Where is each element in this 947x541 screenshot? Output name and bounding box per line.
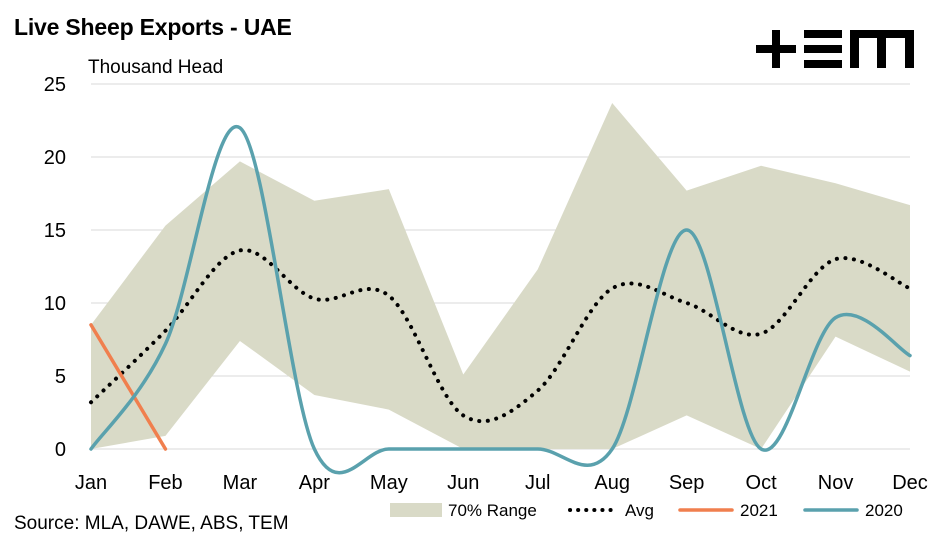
y-tick-label: 5 xyxy=(55,366,66,388)
x-tick-label-feb: Feb xyxy=(148,472,182,494)
x-tick-label-mar: Mar xyxy=(223,472,258,494)
series-layer xyxy=(89,124,912,475)
y-tick-label: 15 xyxy=(44,220,66,242)
chart-title: Live Sheep Exports - UAE xyxy=(14,14,292,40)
y-tick-label: 10 xyxy=(44,293,66,315)
tem-logo-icon xyxy=(756,30,914,68)
y-tick-label: 0 xyxy=(55,439,66,461)
legend-label-2020: 2020 xyxy=(865,501,903,520)
x-tick-label-sep: Sep xyxy=(669,472,705,494)
legend-label-avg: Avg xyxy=(625,501,654,520)
x-tick-label-jul: Jul xyxy=(525,472,551,494)
y-tick-label: 25 xyxy=(44,74,66,96)
axis-labels: 0 5 10 15 20 25 Jan Feb Mar Apr May Jun Jul Aug Sep Oct… xyxy=(44,74,928,494)
x-tick-label-jun: Jun xyxy=(447,472,479,494)
y-tick-label: 20 xyxy=(44,147,66,169)
series-line-2021 xyxy=(89,323,168,451)
series-line-2020 xyxy=(89,124,912,475)
legend-label-70-range: 70% Range xyxy=(448,501,537,520)
x-tick-label-may: May xyxy=(370,472,408,494)
range-band xyxy=(91,102,910,449)
x-tick-label-jan: Jan xyxy=(75,472,107,494)
legend: 70% Range Avg 2021 2020 xyxy=(390,501,903,520)
series-line-avg xyxy=(89,248,912,424)
x-tick-label-nov: Nov xyxy=(818,472,854,494)
legend-swatch-70-range xyxy=(390,503,442,517)
x-tick-label-apr: Apr xyxy=(299,472,330,494)
source-note: Source: MLA, DAWE, ABS, TEM xyxy=(14,513,289,534)
x-tick-label-dec: Dec xyxy=(892,472,928,494)
legend-label-2021: 2021 xyxy=(740,501,778,520)
range-band-layer xyxy=(91,102,910,449)
y-axis-unit-label: Thousand Head xyxy=(88,57,224,78)
x-tick-label-aug: Aug xyxy=(594,472,630,494)
x-tick-label-oct: Oct xyxy=(746,472,778,494)
